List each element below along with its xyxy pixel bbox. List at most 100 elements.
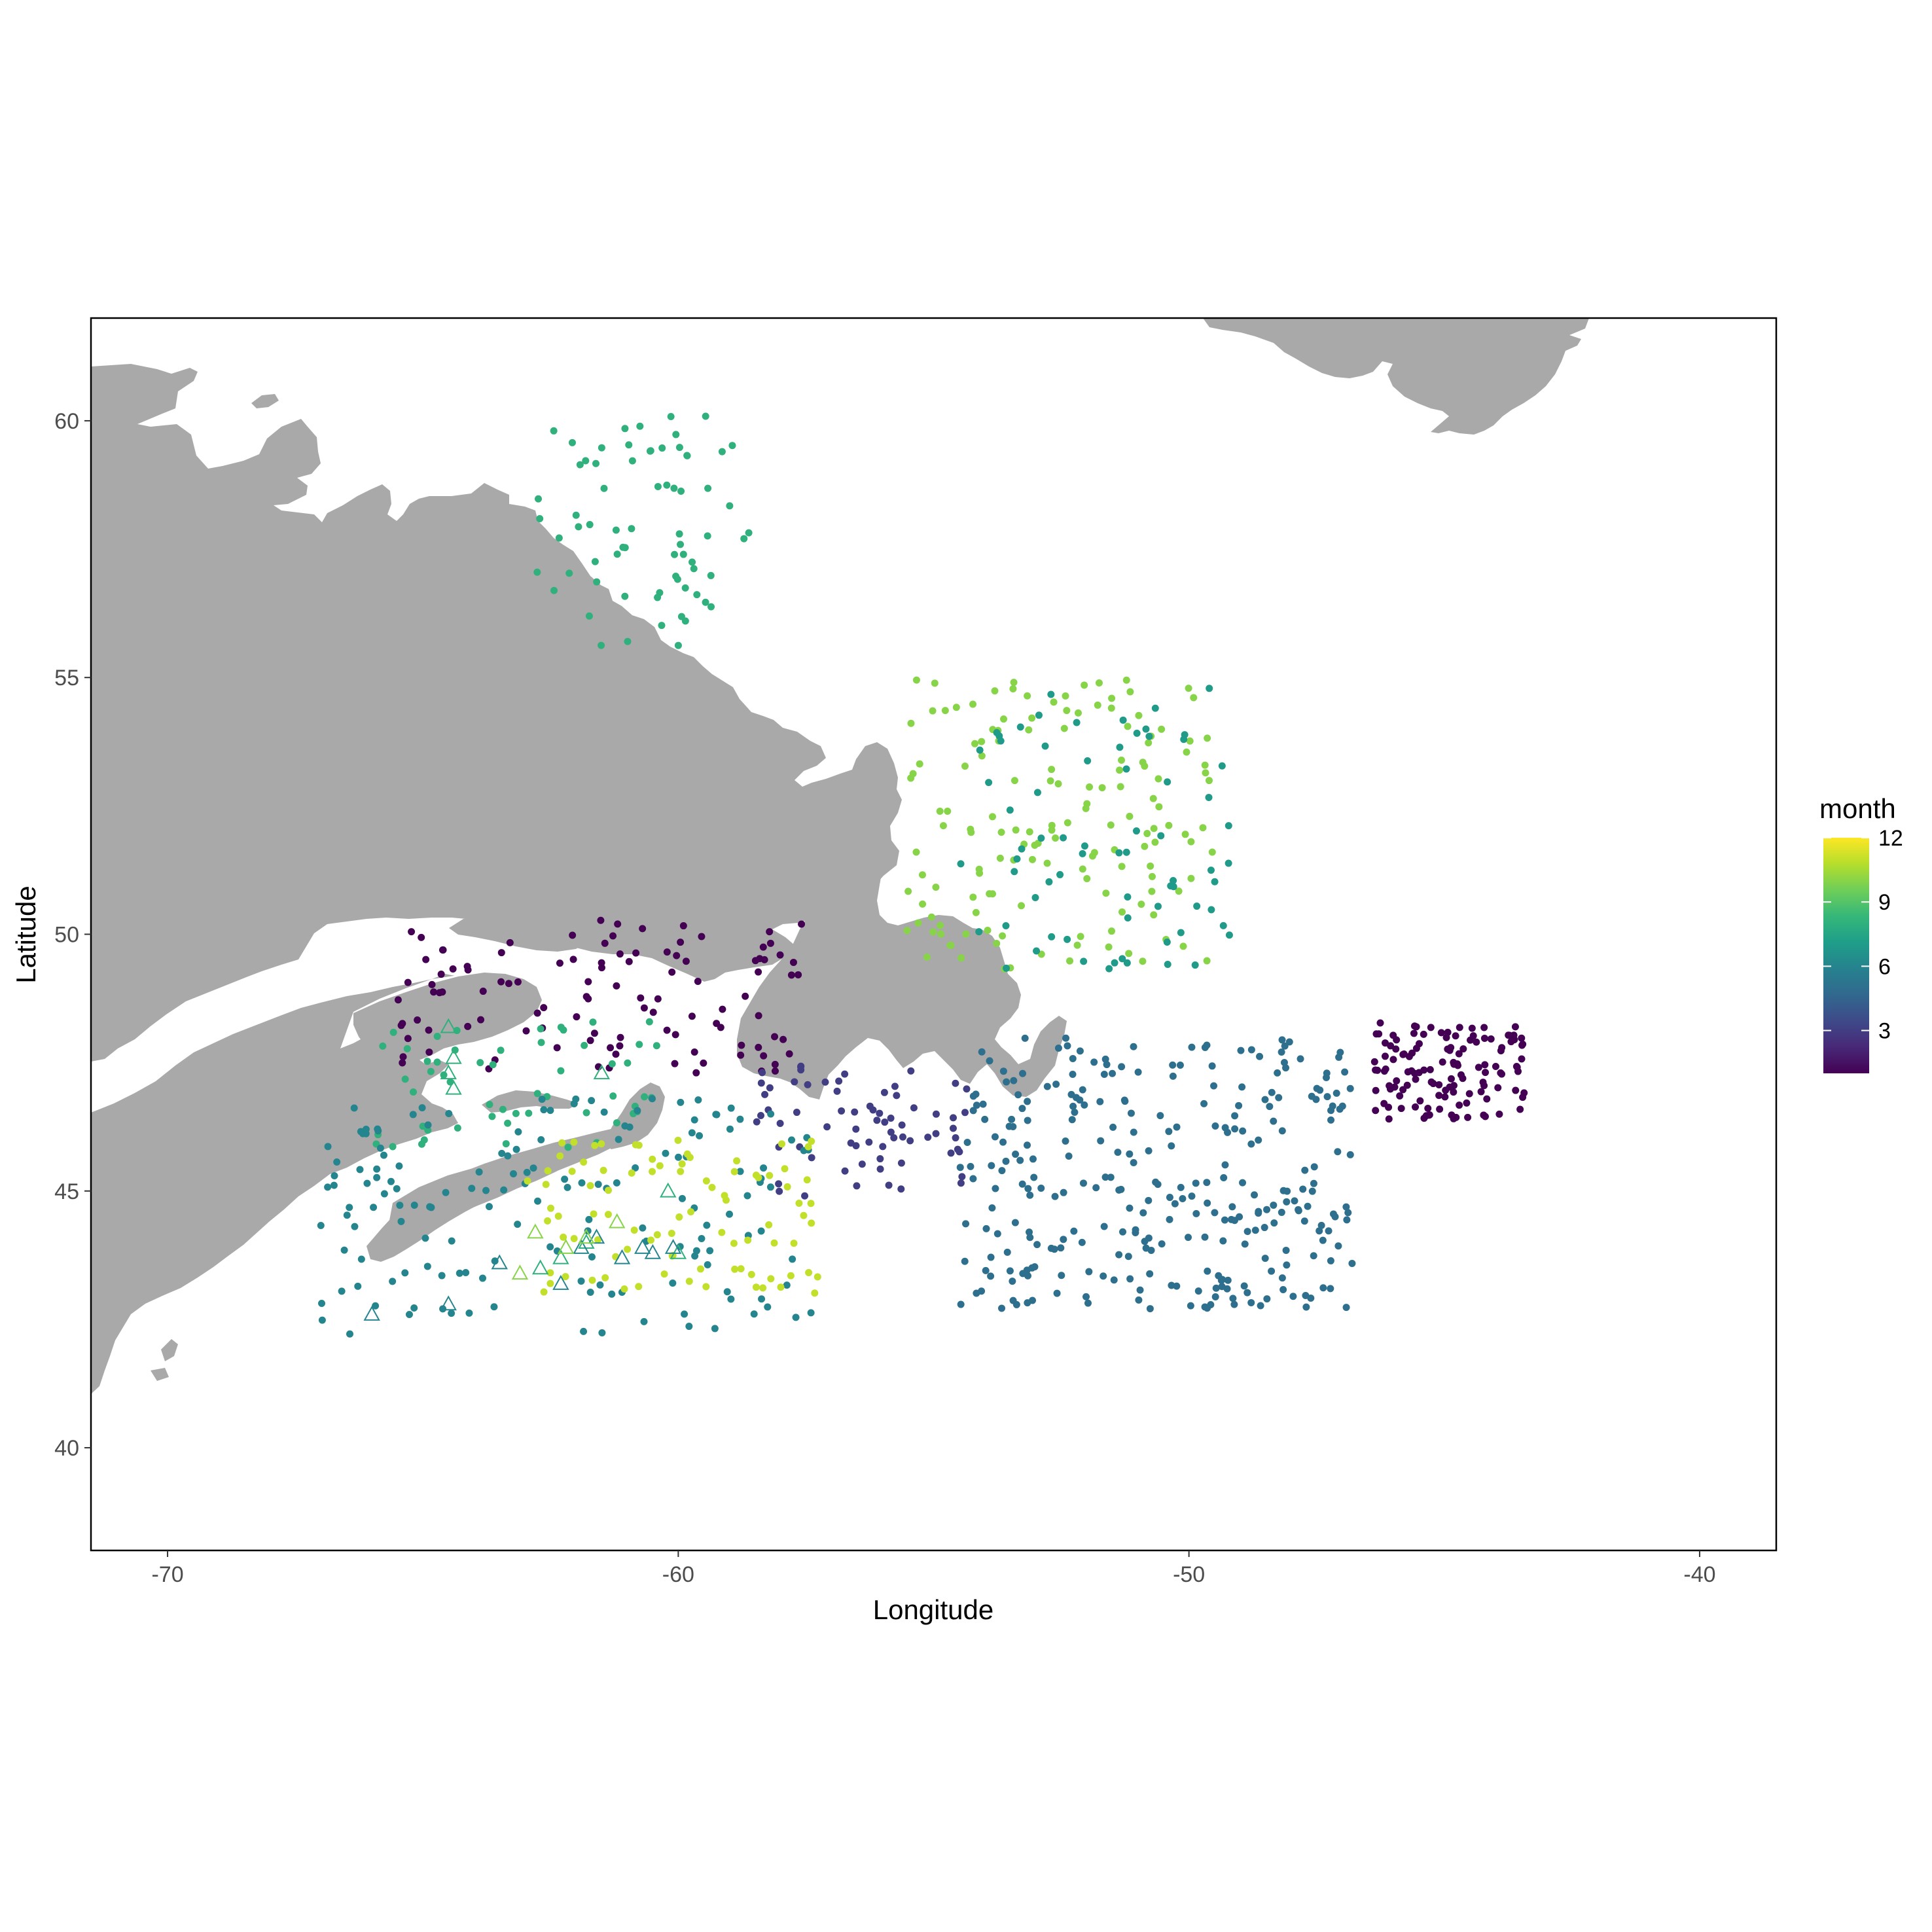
survey-point (677, 541, 685, 548)
survey-point (783, 1281, 791, 1289)
survey-point (987, 1272, 995, 1280)
survey-point (757, 1227, 765, 1235)
survey-point (787, 1272, 795, 1279)
survey-point (897, 1159, 905, 1167)
survey-point (1096, 1098, 1104, 1105)
survey-point (589, 1018, 597, 1026)
small-island (151, 1368, 169, 1381)
survey-point (1105, 965, 1113, 973)
survey-point (504, 1119, 512, 1127)
survey-point (1310, 1163, 1318, 1171)
survey-point (640, 1317, 648, 1325)
survey-point (1081, 681, 1088, 689)
survey-point (340, 1246, 348, 1254)
survey-point (907, 1067, 915, 1075)
survey-point (318, 1316, 326, 1324)
labrador-quebec-landmass (91, 364, 902, 1062)
survey-point (478, 1274, 486, 1282)
survey-point (324, 1183, 332, 1191)
survey-point (1192, 1179, 1200, 1187)
survey-point (759, 1284, 767, 1292)
survey-point (597, 916, 605, 924)
survey-point (946, 941, 954, 949)
survey-point (505, 980, 512, 988)
survey-point (1130, 1043, 1137, 1050)
survey-point (1033, 789, 1041, 796)
survey-point (565, 569, 573, 577)
survey-point (1346, 1151, 1354, 1158)
survey-point (702, 412, 709, 420)
survey-point (1392, 1045, 1400, 1053)
survey-point (852, 1125, 860, 1133)
survey-point (1145, 1147, 1153, 1154)
survey-point (1319, 1236, 1327, 1244)
survey-point (630, 1226, 638, 1234)
survey-point (1467, 1036, 1475, 1044)
survey-point (624, 1059, 632, 1067)
survey-point (1141, 762, 1149, 770)
survey-point (1386, 1082, 1393, 1090)
survey-point (998, 1167, 1006, 1175)
survey-point (808, 1154, 815, 1162)
survey-point (558, 1139, 566, 1147)
triangle-marker (609, 1213, 626, 1228)
survey-point (792, 1314, 800, 1321)
survey-point (598, 1140, 605, 1148)
survey-point (649, 1155, 656, 1163)
survey-point (1183, 748, 1190, 756)
triangle-marker (531, 1259, 549, 1275)
survey-point (702, 1177, 710, 1185)
survey-point (380, 1151, 387, 1159)
survey-point (553, 1044, 561, 1052)
survey-point (1071, 1108, 1079, 1116)
survey-point (991, 687, 999, 695)
legend-tick-label: 3 (1878, 1019, 1891, 1044)
survey-point (745, 529, 753, 537)
survey-point (1166, 1194, 1173, 1202)
survey-point (1145, 732, 1153, 740)
survey-point (1100, 1223, 1108, 1230)
survey-point (1456, 1101, 1463, 1109)
survey-point (1125, 950, 1133, 957)
survey-point (761, 1090, 769, 1098)
survey-point (1225, 859, 1232, 867)
survey-point (318, 1300, 326, 1308)
survey-point (404, 978, 412, 986)
survey-point (1187, 1302, 1194, 1310)
survey-point (708, 1183, 716, 1191)
survey-point (969, 1175, 977, 1183)
survey-point (1072, 1094, 1080, 1101)
survey-point (1224, 1128, 1232, 1136)
survey-point (1236, 1213, 1243, 1221)
survey-point (1123, 959, 1131, 967)
survey-point (497, 949, 505, 957)
survey-point (570, 1234, 578, 1242)
survey-point (1012, 1151, 1020, 1158)
survey-point (1066, 957, 1074, 965)
survey-point (1069, 1054, 1077, 1062)
survey-point (613, 1179, 620, 1187)
survey-point (621, 592, 629, 600)
survey-point (1188, 1192, 1196, 1200)
survey-point (594, 1181, 602, 1189)
survey-point (585, 1215, 593, 1223)
survey-point (689, 558, 696, 566)
survey-point (1468, 1024, 1476, 1032)
survey-point (981, 1115, 989, 1123)
survey-point (593, 578, 601, 586)
survey-point (723, 1288, 731, 1296)
survey-point (1069, 1070, 1077, 1078)
survey-point (1310, 1179, 1317, 1187)
survey-point (556, 1152, 564, 1160)
survey-point (1270, 1117, 1278, 1125)
survey-point (912, 676, 920, 684)
survey-point (1338, 1102, 1346, 1110)
survey-point (740, 535, 748, 543)
survey-point (1310, 1252, 1317, 1260)
survey-point (418, 1104, 426, 1112)
survey-point (477, 1016, 485, 1024)
triangle-marker (491, 1254, 508, 1270)
survey-point (586, 1037, 594, 1045)
survey-point (961, 1109, 969, 1117)
survey-point (978, 738, 986, 745)
